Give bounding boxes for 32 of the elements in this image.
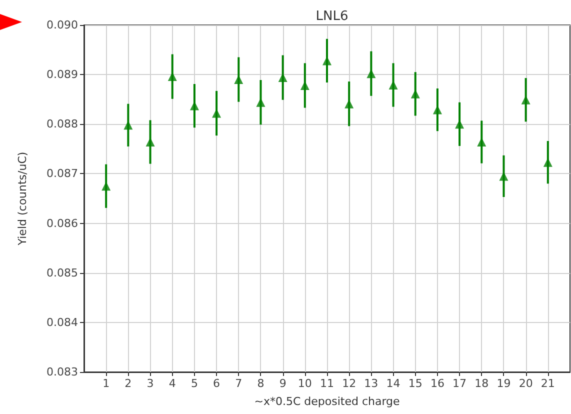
y-tick-label: 0.085 <box>46 266 78 280</box>
x-tick-label: 9 <box>279 377 286 390</box>
x-tick-label: 3 <box>146 377 154 390</box>
y-tick-label: 0.089 <box>46 68 78 82</box>
x-axis-title: ~x*0.5C deposited charge <box>254 395 400 408</box>
x-tick-label: 7 <box>235 377 242 390</box>
x-tick-label: 10 <box>298 377 312 390</box>
x-tick-label: 15 <box>408 377 422 390</box>
x-tick-label: 5 <box>190 377 198 390</box>
x-tick-label: 20 <box>518 377 533 390</box>
x-tick-label: 18 <box>474 377 489 390</box>
x-tick-label: 11 <box>320 377 334 390</box>
y-tick-label: 0.083 <box>46 366 78 378</box>
x-tick-label: 1 <box>102 377 110 390</box>
x-tick-label: 2 <box>124 377 132 390</box>
y-tick-label: 0.087 <box>46 167 78 180</box>
y-axis-title: Yield (counts/uC) <box>16 152 29 246</box>
y-tick-label: 0.084 <box>46 316 78 329</box>
x-tick-label: 12 <box>342 377 356 390</box>
x-tick-label: 14 <box>386 377 400 390</box>
y-tick-label: 0.090 <box>46 18 78 32</box>
chart-title: LNL6 <box>316 9 348 24</box>
x-tick-label: 13 <box>364 377 378 390</box>
y-tick-label: 0.086 <box>46 216 78 230</box>
x-tick-label: 16 <box>430 377 444 390</box>
y-tick-label: 0.088 <box>46 118 78 131</box>
x-tick-label: 19 <box>496 377 511 390</box>
x-tick-label: 21 <box>540 377 555 390</box>
x-tick-label: 17 <box>452 377 467 390</box>
x-tick-label: 8 <box>257 377 264 390</box>
x-tick-label: 4 <box>168 377 176 390</box>
x-tick-label: 6 <box>213 377 220 390</box>
